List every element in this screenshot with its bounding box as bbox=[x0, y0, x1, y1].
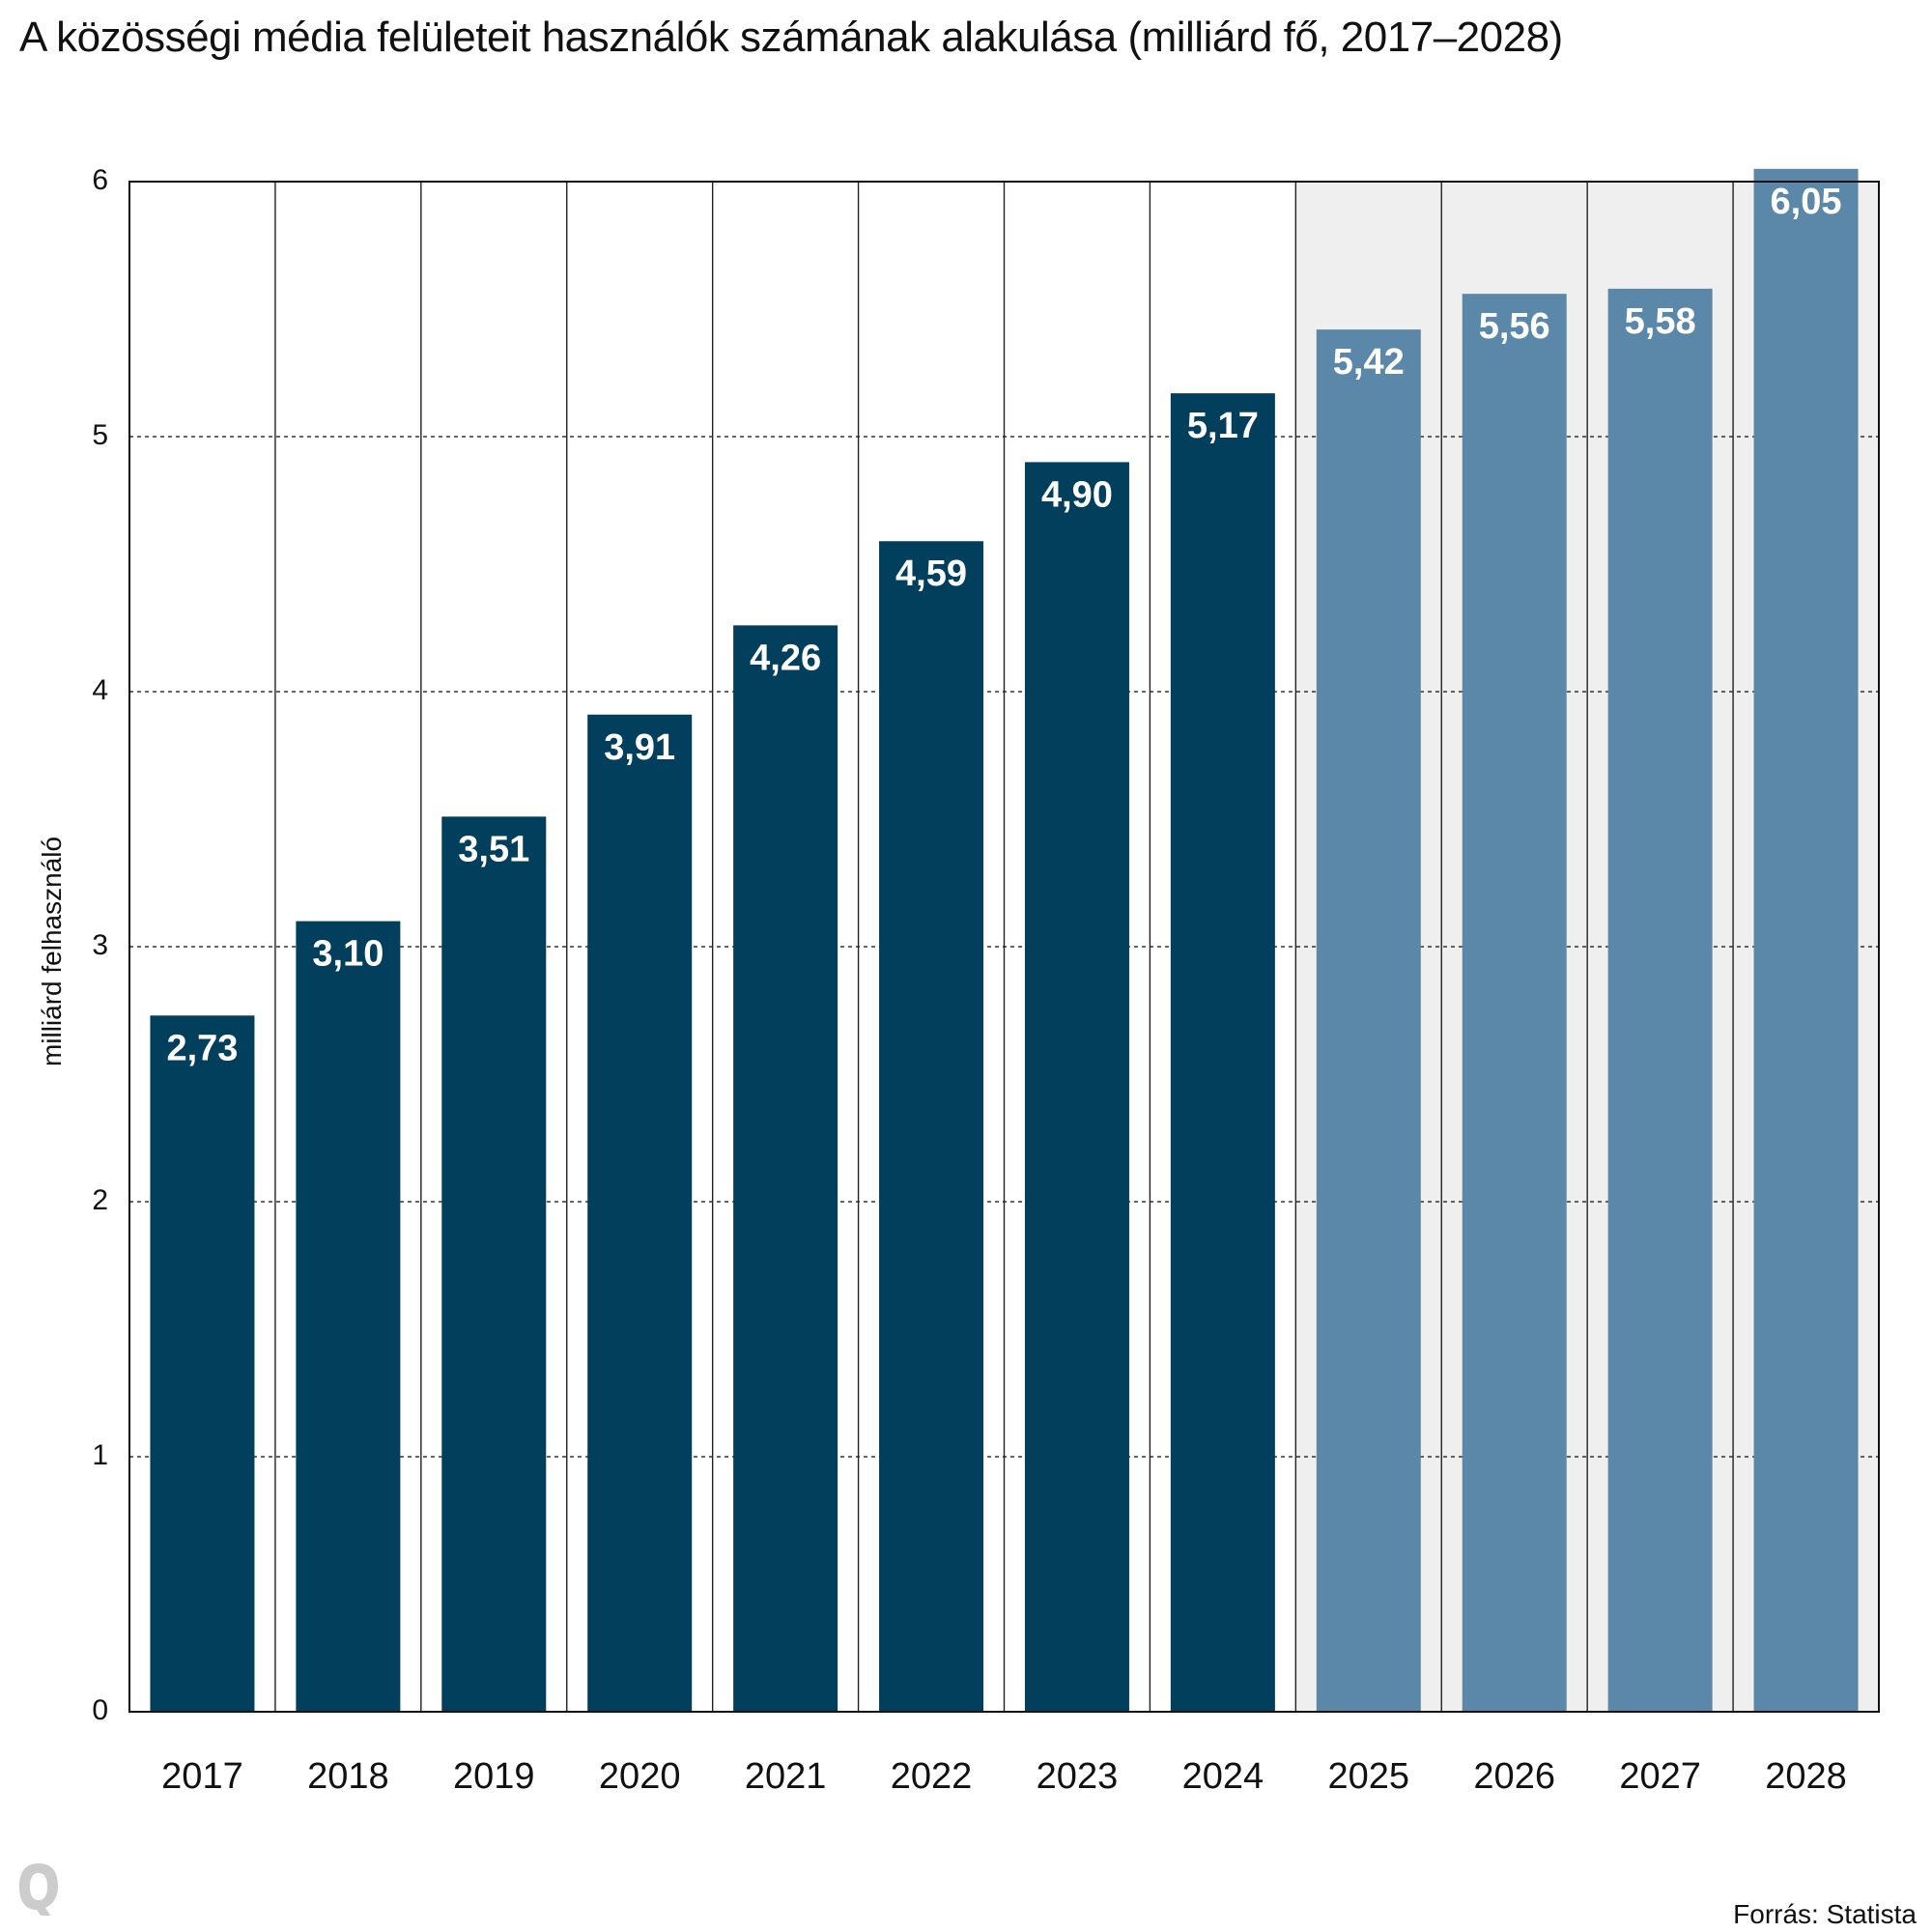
value-label: 4,26 bbox=[750, 638, 821, 678]
source-note: Forrás: Statista bbox=[1733, 1899, 1917, 1929]
value-label: 5,42 bbox=[1333, 342, 1405, 383]
value-label: 5,56 bbox=[1479, 306, 1550, 347]
value-label: 6,05 bbox=[1771, 182, 1842, 222]
plot-frame bbox=[128, 181, 1880, 1713]
bar-2027 bbox=[1607, 288, 1713, 1712]
bar-2017 bbox=[150, 1015, 255, 1712]
bars bbox=[150, 168, 1859, 1712]
x-axis-ticks: 2017 2018 2019 2020 2021 2022 2023 2024 2025 2026… bbox=[161, 1756, 1847, 1797]
bar-2019 bbox=[441, 816, 547, 1712]
y-tick-label: 1 bbox=[92, 1439, 108, 1471]
y-axis-ticks: 0 1 2 3 4 5 6 bbox=[92, 164, 108, 1726]
y-tick-label: 2 bbox=[92, 1184, 108, 1216]
x-tick-label: 2020 bbox=[599, 1756, 681, 1797]
x-tick-label: 2019 bbox=[453, 1756, 535, 1797]
y-tick-label: 5 bbox=[92, 419, 108, 451]
value-label: 2,73 bbox=[166, 1028, 238, 1068]
y-tick-label: 3 bbox=[92, 929, 108, 961]
plot-border bbox=[128, 181, 1880, 1713]
x-tick-label: 2025 bbox=[1328, 1756, 1410, 1797]
x-tick-label: 2023 bbox=[1037, 1756, 1119, 1797]
y-tick-label: 4 bbox=[92, 674, 108, 706]
value-label: 5,17 bbox=[1187, 406, 1259, 446]
bar-2023 bbox=[1024, 462, 1129, 1712]
bar-2028 bbox=[1753, 168, 1859, 1712]
value-label: 5,58 bbox=[1625, 301, 1696, 342]
bar-2018 bbox=[296, 921, 401, 1712]
x-tick-label: 2022 bbox=[891, 1756, 973, 1797]
bar-2026 bbox=[1462, 294, 1567, 1712]
x-tick-label: 2021 bbox=[745, 1756, 827, 1797]
bar-2024 bbox=[1170, 393, 1275, 1712]
value-label: 3,91 bbox=[604, 727, 675, 768]
gridlines bbox=[129, 182, 1879, 1712]
bar-2021 bbox=[733, 625, 838, 1712]
y-axis-label: milliárd felhasználó bbox=[37, 836, 67, 1067]
value-label: 4,59 bbox=[895, 554, 967, 594]
x-tick-label: 2028 bbox=[1765, 1756, 1847, 1797]
value-label: 3,10 bbox=[312, 934, 384, 975]
q-logo-icon: Q bbox=[19, 1863, 58, 1916]
x-tick-label: 2027 bbox=[1619, 1756, 1701, 1797]
chart-title: A közösségi média felületeit használók s… bbox=[19, 14, 1563, 61]
x-tick-label: 2026 bbox=[1473, 1756, 1555, 1797]
x-tick-label: 2024 bbox=[1182, 1756, 1264, 1797]
x-tick-label: 2017 bbox=[161, 1756, 243, 1797]
y-tick-label: 0 bbox=[92, 1694, 108, 1726]
bar-2025 bbox=[1316, 329, 1421, 1712]
y-tick-label: 6 bbox=[92, 164, 108, 196]
bar-2020 bbox=[587, 714, 693, 1712]
value-labels: 2,73 3,10 3,51 3,91 4,26 4,59 4,90 5,17 5,42 5,56… bbox=[166, 182, 1841, 1068]
value-label: 4,90 bbox=[1041, 474, 1113, 515]
x-tick-label: 2018 bbox=[307, 1756, 389, 1797]
value-label: 3,51 bbox=[458, 829, 529, 869]
bar-2022 bbox=[879, 541, 984, 1712]
